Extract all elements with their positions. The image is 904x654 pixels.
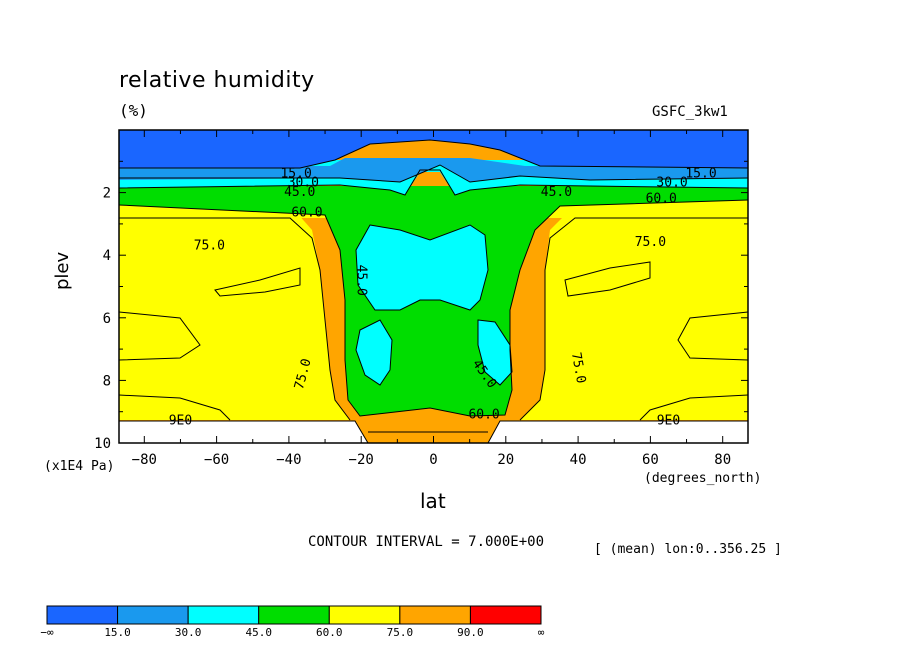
x-tick-label: −20 xyxy=(349,452,374,468)
colorbar-swatch xyxy=(258,605,330,625)
model-label: GSFC_3kw1 xyxy=(652,104,728,120)
fill-region-cyan-sw xyxy=(356,320,392,385)
colorbar: −∞ 15.0 30.0 45.0 60.0 75.0 90.0 ∞ xyxy=(40,605,545,639)
colorbar-swatch xyxy=(328,605,401,625)
x-tick-label: 0 xyxy=(429,452,437,468)
colorbar-label: 60.0 xyxy=(316,626,343,639)
contour-label: 15.0 xyxy=(685,166,716,181)
x-tick-label: 80 xyxy=(714,452,731,468)
contour-label: 15.0 xyxy=(280,166,311,181)
missing-data-region xyxy=(119,421,748,443)
x-tick-label: 20 xyxy=(497,452,514,468)
x-tick-label: −40 xyxy=(276,452,301,468)
x-tick-label: 40 xyxy=(570,452,587,468)
contour-label: 45.0 xyxy=(284,185,315,200)
y-tick-label: 2 xyxy=(103,186,111,202)
x-tick-label: −80 xyxy=(132,452,157,468)
colorbar-label: −∞ xyxy=(40,626,54,639)
fill-region-yellow-right-lobe xyxy=(640,395,748,420)
contour-label: 75.0 xyxy=(635,235,666,250)
colorbar-label: 15.0 xyxy=(104,626,131,639)
colorbar-swatch xyxy=(117,605,189,625)
y-tick-label: 6 xyxy=(103,311,111,327)
y-axis-units: (x1E4 Pa) xyxy=(44,459,115,474)
x-tick-label: 60 xyxy=(642,452,659,468)
fill-region-blue xyxy=(119,130,748,168)
y-axis-ticks: 2 4 6 8 10 xyxy=(94,160,748,452)
chart-title: relative humidity xyxy=(119,68,315,93)
colorbar-swatch xyxy=(469,605,542,625)
fill-region-cyan-center xyxy=(356,225,488,310)
colorbar-swatch xyxy=(46,605,119,625)
x-axis-ticks: −80 −60 −40 −20 0 20 40 60 80 xyxy=(132,130,731,468)
mean-note: [ (mean) lon:0..356.25 ] xyxy=(594,542,782,557)
fill-region-yellow xyxy=(119,200,748,420)
y-tick-label: 8 xyxy=(103,373,111,389)
fill-region-lightblue xyxy=(119,158,748,182)
contour-label: 30.0 xyxy=(288,176,319,191)
colorbar-label: 75.0 xyxy=(387,626,414,639)
contour-lines xyxy=(119,139,748,443)
contour-label: 45.0 xyxy=(541,185,572,200)
contour-field xyxy=(119,130,748,443)
contour-label: 30.0 xyxy=(656,176,687,191)
contour-label: 60.0 xyxy=(468,407,499,422)
colorbar-swatch xyxy=(187,605,260,625)
colorbar-label: 90.0 xyxy=(457,626,484,639)
colorbar-swatch xyxy=(399,605,471,625)
colorbar-label: ∞ xyxy=(538,626,545,639)
contour-label: 9E0 xyxy=(657,414,680,429)
fill-region-bottom-orange xyxy=(368,432,488,443)
fill-region-yellow-left-lobe xyxy=(119,395,230,420)
colorbar-label: 30.0 xyxy=(175,626,202,639)
x-axis-units: (degrees_north) xyxy=(644,471,762,486)
contour-label: 60.0 xyxy=(291,205,322,220)
chart-units: (%) xyxy=(119,101,148,120)
y-tick-label: 4 xyxy=(103,248,111,264)
fill-region-green xyxy=(119,186,748,416)
contour-interval-note: CONTOUR INTERVAL = 7.000E+00 xyxy=(308,534,545,550)
x-axis-label: lat xyxy=(420,489,446,513)
fill-region-cyan-se xyxy=(478,320,512,385)
contour-label: 75.0 xyxy=(194,238,225,253)
y-tick-label: 10 xyxy=(94,436,111,452)
colorbar-label: 45.0 xyxy=(245,626,272,639)
contour-label: 75.0 xyxy=(568,351,588,384)
contour-label: 9E0 xyxy=(169,414,192,429)
contour-label: 45.0 xyxy=(354,265,369,296)
fill-region-yellow-tongue-right xyxy=(565,262,650,296)
x-tick-label: −60 xyxy=(204,452,229,468)
contour-label: 60.0 xyxy=(646,191,677,206)
